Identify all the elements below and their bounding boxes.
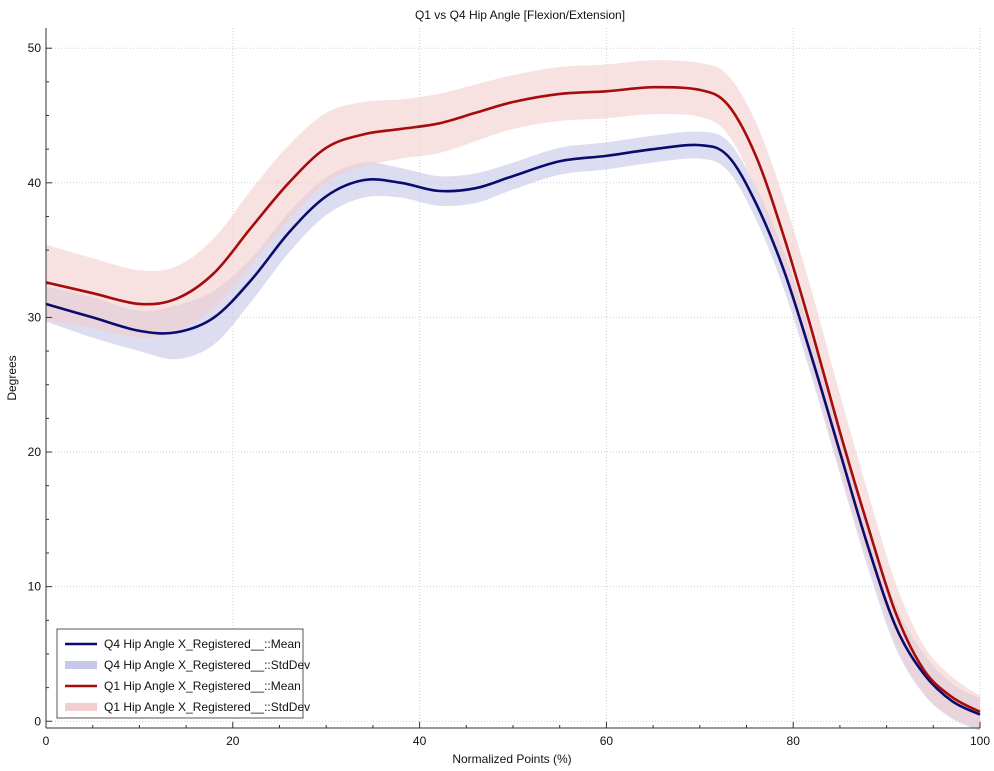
tick-labels: 0 20 40 60 80 100 0 10 20 30 40 50	[28, 41, 991, 748]
y-tick-label-40: 40	[28, 176, 42, 190]
grid	[46, 28, 981, 728]
y-tick-label-50: 50	[28, 41, 42, 55]
x-tick-label-80: 80	[787, 734, 801, 748]
x-axis-label: Normalized Points (%)	[452, 752, 571, 766]
legend-swatch-1	[65, 661, 97, 669]
legend-label-0: Q4 Hip Angle X_Registered__::Mean	[104, 637, 301, 651]
legend-swatch-3	[65, 703, 97, 711]
legend-label-3: Q1 Hip Angle X_Registered__::StdDev	[104, 700, 310, 714]
y-tick-label-30: 30	[28, 310, 42, 324]
axes	[45, 28, 981, 729]
legend-label-1: Q4 Hip Angle X_Registered__::StdDev	[104, 658, 310, 672]
x-tick-label-20: 20	[226, 734, 240, 748]
mean-line-1	[45, 85, 981, 714]
chart-title: Q1 vs Q4 Hip Angle [Flexion/Extension]	[415, 8, 625, 22]
x-tick-label-60: 60	[600, 734, 614, 748]
std-bands	[46, 60, 980, 731]
std-band-1	[46, 60, 980, 729]
y-tick-label-20: 20	[28, 445, 42, 459]
y-tick-label-10: 10	[28, 580, 42, 594]
y-axis-label: Degrees	[5, 355, 19, 400]
mean-line-0	[45, 143, 981, 716]
legend-box	[56, 628, 304, 719]
x-tick-label-0: 0	[43, 734, 50, 748]
x-tick-label-100: 100	[970, 734, 990, 748]
x-tick-label-40: 40	[413, 734, 427, 748]
y-tick-label-0: 0	[34, 714, 41, 728]
mean-lines	[45, 85, 981, 716]
legend-label-2: Q1 Hip Angle X_Registered__::Mean	[104, 679, 301, 693]
